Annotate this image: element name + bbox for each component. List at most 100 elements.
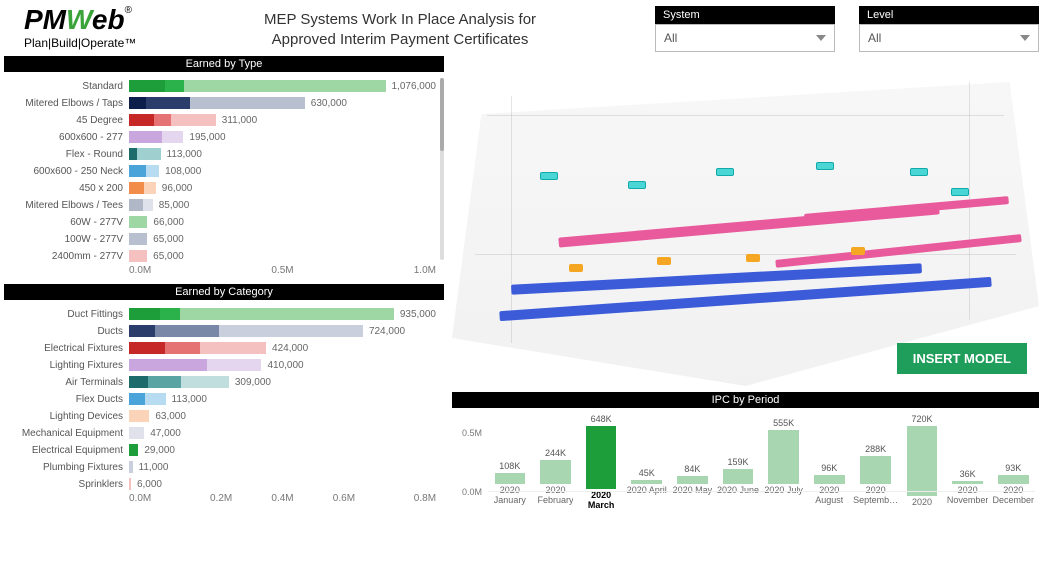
filter-level-value: All — [868, 31, 881, 45]
logo-text-post: eb — [92, 4, 125, 35]
hbar-value: 96,000 — [162, 183, 193, 194]
axis-tick: 0.2M — [190, 493, 251, 504]
hbar-row[interactable]: 600x600 - 250 Neck108,000 — [4, 163, 436, 179]
vbar-xlabel: 2020October — [906, 498, 938, 508]
hbar-track: 630,000 — [129, 97, 436, 109]
logo: PMWeb® Plan|Build|Operate™ — [24, 6, 234, 50]
vbar-xlabel: 2020 June — [717, 486, 759, 508]
hbar-label: Sprinklers — [4, 479, 129, 490]
chevron-down-icon — [816, 35, 826, 41]
vbar-xlabel: 2020March — [588, 491, 615, 508]
hbar-segment — [129, 393, 145, 405]
hbar-value: 410,000 — [267, 360, 303, 371]
vbar-bar — [952, 481, 983, 485]
earned-by-category-chart[interactable]: Duct Fittings935,000Ducts724,000Electric… — [4, 300, 444, 506]
ipc-by-period-chart[interactable]: 0.0M 0.5M 108K2020January244K2020Februar… — [452, 408, 1039, 508]
vbar-column[interactable]: 84K2020 May — [671, 414, 715, 508]
hbar-row[interactable]: 600x600 - 277195,000 — [4, 129, 436, 145]
hbar-row[interactable]: 100W - 277V65,000 — [4, 231, 436, 247]
vbar-column[interactable]: 288K2020Septemb… — [853, 414, 898, 508]
device-orange — [746, 254, 760, 262]
hbar-row[interactable]: Flex Ducts 113,000 — [4, 391, 436, 407]
hbar-segment — [129, 427, 144, 439]
vbar-column[interactable]: 36K2020November — [946, 414, 990, 508]
hbar-track: 195,000 — [129, 131, 436, 143]
vbar-slot: 96K — [807, 414, 851, 484]
vbar-column[interactable]: 244K2020February — [534, 414, 578, 508]
hbar-row[interactable]: Lighting Fixtures410,000 — [4, 357, 436, 373]
hbar-segment — [129, 478, 131, 490]
hbar-row[interactable]: Duct Fittings935,000 — [4, 306, 436, 322]
logo-tagline: Plan|Build|Operate™ — [24, 36, 234, 50]
registered-icon: ® — [125, 5, 132, 16]
filter-level-label: Level — [859, 6, 1039, 24]
hbar-segment — [144, 182, 155, 194]
insert-model-button[interactable]: INSERT MODEL — [897, 343, 1027, 374]
hbar-value: 47,000 — [150, 428, 181, 439]
vbar-column[interactable]: 96K2020August — [807, 414, 851, 508]
filter-group: System All Level All — [655, 6, 1039, 52]
axis-tick: 0.0M — [129, 493, 190, 504]
vbar-bar — [540, 460, 571, 484]
hbar-row[interactable]: 60W - 277V66,000 — [4, 214, 436, 230]
hbar-track: 724,000 — [129, 325, 436, 337]
vbar-column[interactable]: 720K2020October — [900, 414, 944, 508]
vbar-column[interactable]: 159K 2020 June — [716, 414, 760, 508]
chevron-down-icon — [1020, 35, 1030, 41]
hbar-row[interactable]: Mitered Elbows / Taps630,000 — [4, 95, 436, 111]
hbar-row[interactable]: Standard1,076,000 — [4, 78, 436, 94]
scrollbar[interactable] — [440, 78, 444, 260]
hbar-segment — [129, 342, 165, 354]
hbar-value: 113,000 — [167, 149, 202, 160]
hbar-segment — [190, 97, 304, 109]
hbar-segment — [160, 308, 180, 320]
hbar-row[interactable]: 2400mm - 277V65,000 — [4, 248, 436, 264]
model-viewport[interactable]: INSERT MODEL — [452, 56, 1039, 386]
hbar-segment — [129, 410, 149, 422]
axis-tick: 0.0M — [129, 265, 231, 276]
hbar-value: 113,000 — [172, 394, 207, 405]
hbar-label: Flex - Round — [4, 149, 129, 160]
device-orange — [851, 247, 865, 255]
hbar-segment — [207, 359, 262, 371]
hbar-row[interactable]: Ducts724,000 — [4, 323, 436, 339]
filter-system-select[interactable]: All — [655, 24, 835, 52]
hbar-row[interactable]: Sprinklers6,000 — [4, 476, 436, 492]
vbar-bar — [768, 430, 799, 484]
hbar-track: 424,000 — [129, 342, 436, 354]
vbar-bar — [631, 480, 662, 484]
hbar-segment — [184, 80, 386, 92]
logo-text-pre: PM — [24, 4, 66, 35]
vbar-column[interactable]: 93K2020December — [991, 414, 1035, 508]
earned-by-type-chart[interactable]: Standard1,076,000Mitered Elbows / Taps63… — [4, 72, 444, 278]
hbar-row[interactable]: Mitered Elbows / Tees85,000 — [4, 197, 436, 213]
hbar-label: Flex Ducts — [4, 394, 129, 405]
vbar-column[interactable]: 108K2020January — [488, 414, 532, 508]
hbar-row[interactable]: Lighting Devices63,000 — [4, 408, 436, 424]
hbar-row[interactable]: Electrical Equipment29,000 — [4, 442, 436, 458]
vbar-column[interactable]: 45K2020 April — [625, 414, 669, 508]
vbar-value: 159K — [728, 457, 749, 467]
vbar-column[interactable]: 648K 2020March — [579, 414, 623, 508]
earned-by-category-section: Earned by Category Duct Fittings935,000D… — [4, 284, 444, 506]
hbar-row[interactable]: Flex - Round 113,000 — [4, 146, 436, 162]
vbar-value: 288K — [865, 444, 886, 454]
hbar-row[interactable]: Mechanical Equipment47,000 — [4, 425, 436, 441]
hbar-row[interactable]: 45 Degree311,000 — [4, 112, 436, 128]
hbar-segment — [145, 393, 165, 405]
vbar-slot: 648K — [579, 414, 623, 489]
hbar-segment — [129, 308, 160, 320]
hbar-value: 66,000 — [153, 217, 184, 228]
hbar-track: 935,000 — [129, 308, 436, 320]
hbar-row[interactable]: Electrical Fixtures424,000 — [4, 340, 436, 356]
vbar-column[interactable]: 555K2020 July — [762, 414, 806, 508]
gridline — [488, 491, 1035, 492]
hbar-row[interactable]: Plumbing Fixtures11,000 — [4, 459, 436, 475]
hbar-row[interactable]: 450 x 20096,000 — [4, 180, 436, 196]
hbar-track: 11,000 — [129, 461, 436, 473]
hbar-segment — [165, 342, 201, 354]
hbar-label: 2400mm - 277V — [4, 251, 129, 262]
filter-level-select[interactable]: All — [859, 24, 1039, 52]
hbar-label: Lighting Devices — [4, 411, 129, 422]
hbar-row[interactable]: Air Terminals309,000 — [4, 374, 436, 390]
